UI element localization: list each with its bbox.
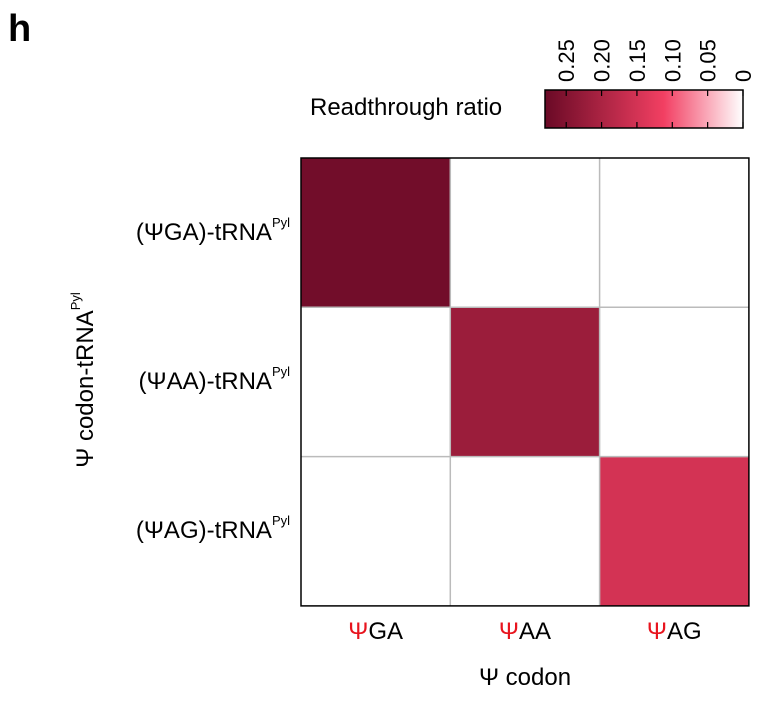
heatmap-cell <box>599 307 749 457</box>
heatmap-cell <box>301 456 451 606</box>
plot-frame <box>300 157 750 607</box>
y-tick-label-text: (ΨAG)-tRNA <box>135 517 272 545</box>
x-tick-label-prefix: Ψ <box>348 618 369 645</box>
colorbar-tick-label: 0.15 <box>625 39 650 82</box>
heatmap-cell <box>301 158 451 308</box>
colorbar: 0.25 0.20 0.15 0.10 0.05 0 <box>544 39 756 129</box>
y-tick-label-sup: Pyl <box>271 214 290 230</box>
colorbar-title: Readthrough ratio <box>310 94 503 121</box>
y-tick-label: (ΨAG)-tRNAPyl <box>135 513 290 545</box>
heatmap-cell <box>450 307 600 457</box>
heatmap-cell <box>450 456 600 606</box>
y-tick-label-sup: Pyl <box>271 513 290 529</box>
x-tick-label-prefix: Ψ <box>646 618 667 645</box>
y-tick-label-text: (ΨGA)-tRNA <box>135 218 272 246</box>
panel-letter: h <box>8 8 32 50</box>
y-axis-label: Ψ codon-tRNAPyl <box>68 292 100 468</box>
colorbar-tick-label: 0.25 <box>554 39 579 82</box>
heatmap-cell <box>599 456 749 606</box>
colorbar-tick-label: 0.05 <box>696 39 721 82</box>
x-tick-label-prefix: Ψ <box>498 618 519 645</box>
y-axis-label-text: Ψ codon-tRNA <box>72 310 99 468</box>
colorbar-gradient <box>544 89 744 129</box>
x-axis-label: Ψ codon <box>478 664 572 691</box>
colorbar-tick-label: 0 <box>731 70 756 82</box>
x-tick-label: ΨGA <box>301 618 451 646</box>
heatmap-cell <box>599 158 749 308</box>
x-tick-label-text: AA <box>518 618 551 645</box>
y-tick-label-text: (ΨAA)-tRNA <box>138 367 272 395</box>
y-axis-label-sup: Pyl <box>68 292 83 311</box>
x-tick-label: ΨAA <box>450 618 600 646</box>
colorbar-tick-label: 0.20 <box>590 39 615 82</box>
heatmap-grid <box>300 157 750 607</box>
heatmap-cell <box>301 307 451 457</box>
y-tick-label: (ΨGA)-tRNAPyl <box>135 215 290 247</box>
x-tick-label: ΨAG <box>599 618 749 646</box>
y-tick-label-sup: Pyl <box>271 363 290 379</box>
heatmap-cells <box>301 158 749 606</box>
x-tick-label-text: AG <box>666 618 702 645</box>
heatmap-cell <box>450 158 600 308</box>
x-tick-label-text: GA <box>368 618 404 645</box>
y-tick-label: (ΨAA)-tRNAPyl <box>138 364 290 396</box>
colorbar-tick-label: 0.10 <box>660 39 685 82</box>
